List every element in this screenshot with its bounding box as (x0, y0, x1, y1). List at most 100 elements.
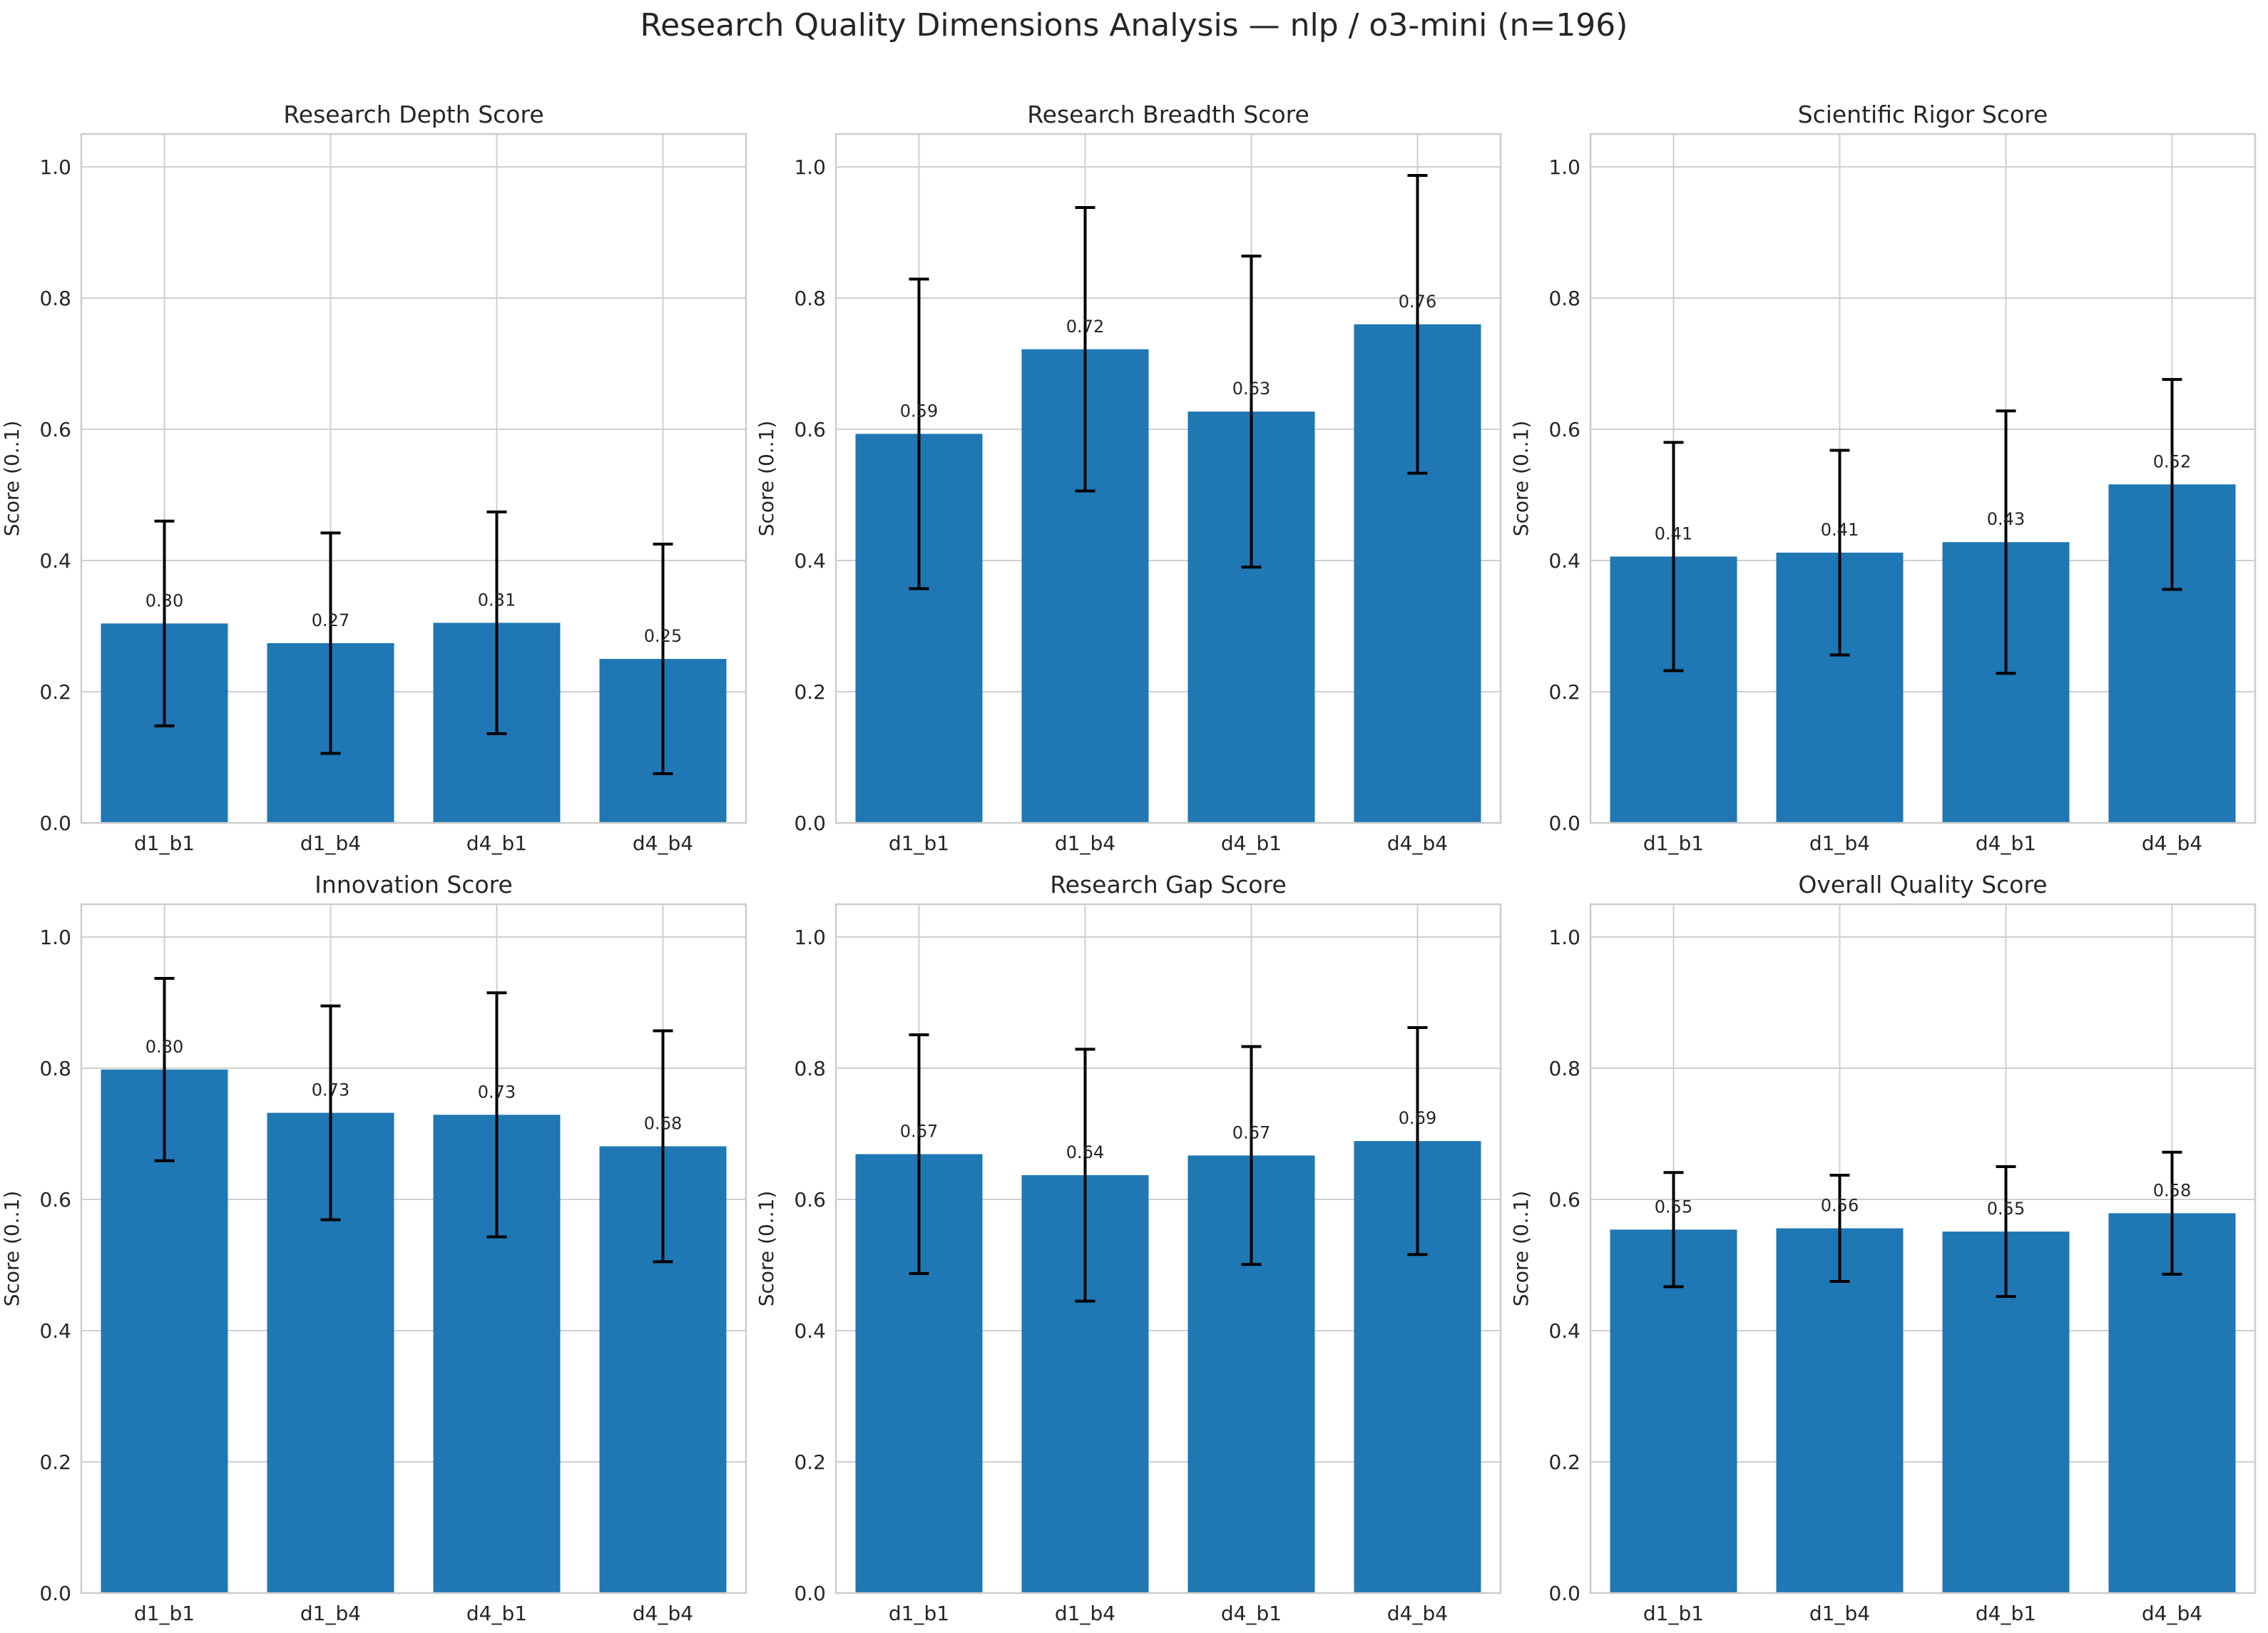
data-label: 0.31 (478, 590, 516, 610)
y-tick-label: 0.8 (794, 1057, 826, 1080)
data-label: 0.30 (145, 590, 183, 610)
data-label: 0.41 (1821, 520, 1859, 540)
plot-frame (1589, 133, 2257, 824)
plot-frame (1589, 903, 2257, 1594)
data-label: 0.73 (312, 1080, 349, 1100)
y-tick-label: 0.2 (794, 680, 826, 704)
subplot-4: 0.80 0.73 0.73 0.68 0.0 0.2 0.4 0.6 0.8 1.0 d1_b1 d… (0, 871, 747, 1625)
subplot-title: Research Breadth Score (1027, 101, 1309, 128)
y-tick-label: 1.0 (794, 155, 826, 179)
y-tick-label: 0.6 (39, 1188, 71, 1212)
x-tick-label: d4_b1 (1976, 1602, 2036, 1625)
y-tick-label: 0.4 (39, 1319, 71, 1343)
y-tick-label: 0.4 (794, 549, 826, 573)
y-tick-label: 0.2 (39, 680, 71, 704)
x-tick-label: d1_b4 (300, 1602, 361, 1625)
y-tick-label: 0.2 (1548, 680, 1580, 704)
x-tick-label: d4_b1 (1976, 831, 2036, 855)
data-label: 0.67 (900, 1122, 938, 1142)
y-tick-label: 0.8 (1548, 287, 1580, 310)
y-tick-label: 0.4 (794, 1319, 826, 1343)
error-bar-d1_b1 (1663, 1171, 1684, 1289)
error-bar-d4_b4 (2162, 378, 2182, 591)
data-label: 0.43 (1987, 509, 2025, 529)
data-label: 0.55 (1987, 1199, 2025, 1219)
error-bar-d4_b4 (653, 1029, 673, 1264)
y-tick-label: 1.0 (1548, 155, 1580, 179)
y-tick-label: 1.0 (1548, 926, 1580, 949)
y-tick-label: 0.8 (1548, 1057, 1580, 1080)
bar-d1_b4 (1776, 1228, 1904, 1593)
y-tick-label: 0.6 (1548, 1188, 1580, 1212)
x-tick-label: d1_b1 (889, 831, 949, 855)
x-tick-label: d1_b4 (1809, 1602, 1870, 1625)
y-tick-label: 0.4 (1548, 1319, 1580, 1343)
subplot-title: Overall Quality Score (1798, 871, 2047, 899)
y-tick-label: 0.0 (39, 812, 71, 835)
data-label: 0.41 (1655, 523, 1692, 543)
error-bar-d4_b4 (2162, 1150, 2182, 1276)
x-tick-label: d1_b1 (889, 1602, 949, 1625)
error-bar-d1_b4 (320, 1004, 341, 1222)
data-label: 0.73 (478, 1082, 516, 1102)
x-tick-label: d1_b4 (300, 831, 361, 855)
y-axis-label: Score (0..1) (755, 421, 778, 537)
data-label: 0.59 (900, 401, 938, 421)
error-bar-d1_b1 (154, 519, 175, 727)
x-tick-label: d1_b4 (1055, 831, 1115, 855)
y-axis-label: Score (0..1) (1509, 1191, 1533, 1307)
error-bar-d1_b1 (154, 976, 175, 1162)
bar-d1_b1 (1610, 1229, 1737, 1593)
y-tick-label: 1.0 (39, 926, 71, 949)
y-tick-label: 0.0 (1548, 812, 1580, 835)
subplot-5: 0.67 0.64 0.67 0.69 0.0 0.2 0.4 0.6 0.8 1.0 d1_b1 d… (755, 871, 1502, 1625)
error-bar-d4_b1 (486, 510, 507, 735)
y-tick-label: 0.6 (39, 418, 71, 441)
error-bar-d4_b4 (1407, 173, 1428, 475)
data-label: 0.27 (312, 610, 349, 630)
y-tick-label: 0.8 (39, 287, 71, 310)
data-label: 0.68 (644, 1113, 682, 1133)
error-bar-d1_b1 (909, 1033, 929, 1275)
x-tick-label: d1_b1 (134, 1602, 195, 1625)
error-bar-d1_b4 (1829, 1173, 1850, 1283)
plot-frame (834, 133, 1502, 824)
bar-d4_b4 (2108, 1213, 2236, 1593)
x-tick-label: d4_b4 (1387, 831, 1448, 855)
data-label: 0.72 (1066, 317, 1104, 337)
subplot-title: Innovation Score (315, 871, 513, 899)
data-label: 0.64 (1066, 1142, 1104, 1162)
error-bar-d4_b1 (486, 991, 507, 1239)
y-tick-label: 0.0 (1548, 1582, 1580, 1605)
x-tick-label: d1_b1 (1643, 1602, 1704, 1625)
figure-title: Research Quality Dimensions Analysis — n… (640, 7, 1628, 43)
x-tick-label: d4_b4 (1387, 1602, 1448, 1625)
data-label: 0.52 (2153, 451, 2191, 471)
y-axis-label: Score (0..1) (1509, 421, 1533, 537)
y-tick-label: 0.6 (794, 418, 826, 441)
error-bar-d1_b1 (909, 277, 929, 590)
x-tick-label: d1_b4 (1809, 831, 1870, 855)
error-bar-d4_b4 (1407, 1025, 1428, 1256)
error-bar-d1_b4 (1075, 1048, 1095, 1303)
data-label: 0.58 (2153, 1180, 2191, 1200)
y-tick-label: 0.6 (794, 1188, 826, 1212)
subplot-2: 0.59 0.72 0.63 0.76 0.0 0.2 0.4 0.6 0.8 1.0 d1_b1 d… (755, 101, 1502, 855)
y-tick-label: 0.0 (794, 1582, 826, 1605)
data-label: 0.67 (1232, 1122, 1270, 1142)
error-bar-d4_b4 (653, 543, 673, 775)
data-label: 0.76 (1399, 292, 1436, 312)
plot-frame (834, 903, 1502, 1594)
data-label: 0.63 (1232, 379, 1270, 399)
subplot-3: 0.41 0.41 0.43 0.52 0.0 0.2 0.4 0.6 0.8 1.0 d1_b1 d… (1509, 101, 2257, 855)
subplot-title: Research Gap Score (1050, 871, 1287, 899)
data-label: 0.80 (145, 1037, 183, 1057)
y-tick-label: 0.2 (1548, 1450, 1580, 1474)
y-tick-label: 0.8 (794, 287, 826, 310)
error-bar-d4_b1 (1996, 1165, 2016, 1299)
error-bar-d1_b4 (320, 531, 341, 755)
y-axis-label: Score (0..1) (0, 421, 24, 537)
y-axis-label: Score (0..1) (755, 1191, 778, 1307)
y-axis-label: Score (0..1) (0, 1191, 24, 1307)
